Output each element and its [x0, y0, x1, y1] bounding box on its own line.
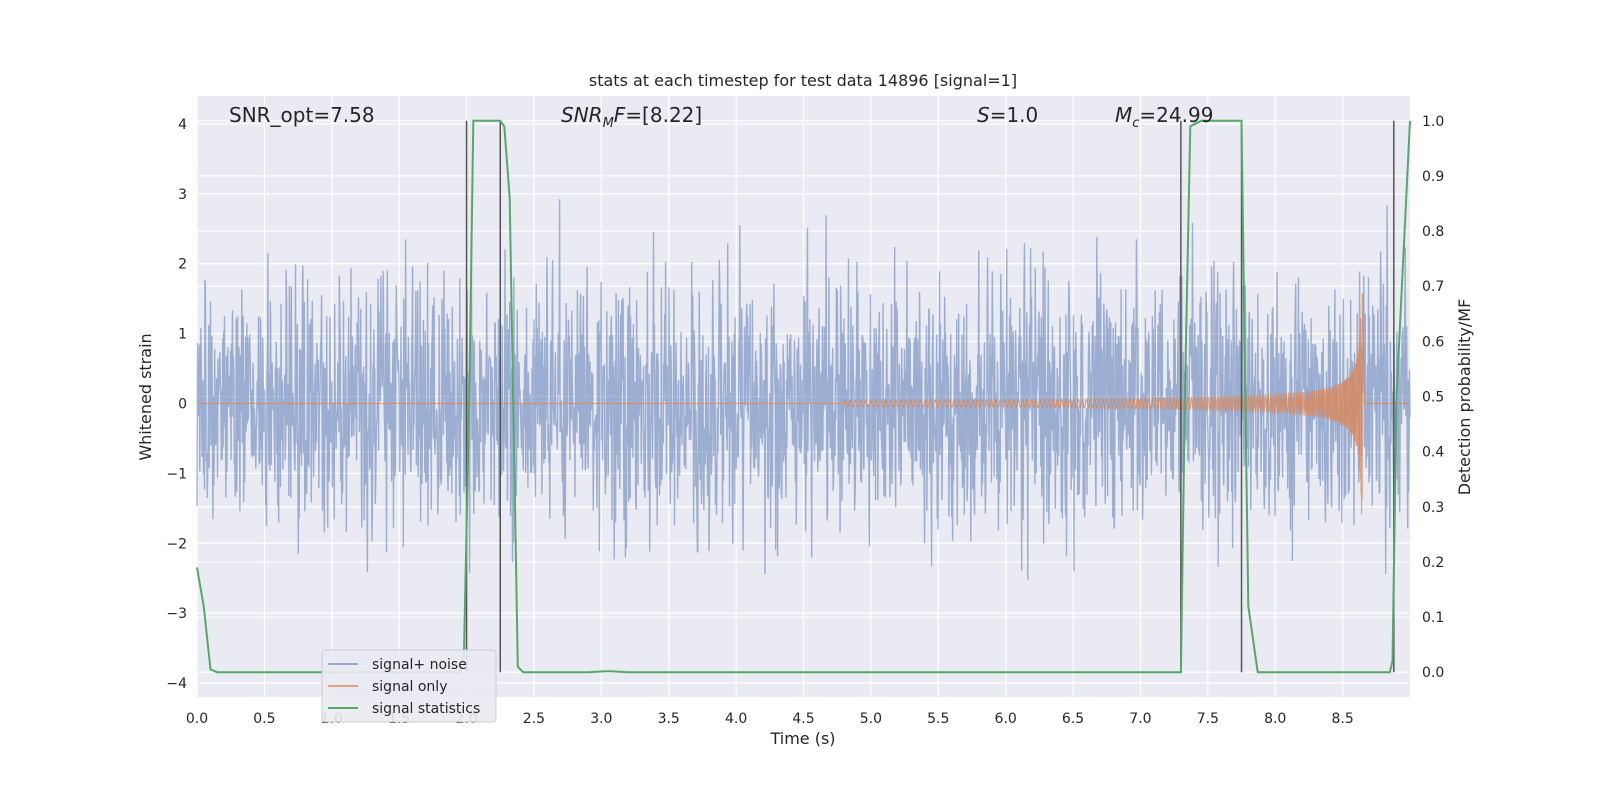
x-tick-label: 0.5	[253, 711, 275, 727]
signal-only-series	[197, 293, 1410, 515]
x-tick-label: 4.5	[792, 711, 814, 727]
y-axis-label: Whitened strain	[136, 333, 155, 460]
x-tick-label: 6.5	[1062, 711, 1084, 727]
y-tick-label: 4	[178, 117, 187, 133]
x-tick-label: 7.5	[1197, 711, 1219, 727]
legend-label-statistics: signal statistics	[372, 701, 480, 717]
annotation-snr-opt: SNR_opt=7.58	[229, 103, 375, 127]
y-tick-label: −2	[166, 536, 187, 552]
signal-noise-line	[196, 199, 1411, 580]
x-tick-label: 2.5	[523, 711, 545, 727]
annotation-mc: Mc=24.99	[1115, 103, 1213, 131]
right-tick-label: 0.1	[1422, 610, 1444, 626]
y-tick-label: −3	[166, 606, 187, 622]
x-tick-label: 0.0	[186, 711, 208, 727]
right-tick-label: 0.7	[1422, 279, 1444, 295]
right-tick-label: 0.9	[1422, 169, 1444, 185]
y-tick-label: −4	[166, 676, 187, 692]
x-tick-label: 4.0	[725, 711, 747, 727]
legend-label-signal: signal only	[372, 679, 447, 695]
chart-title: stats at each timestep for test data 148…	[589, 71, 1017, 90]
y-tick-label: −1	[166, 466, 187, 482]
right-tick-label: 0.8	[1422, 224, 1444, 240]
right-tick-label: 0.6	[1422, 334, 1444, 350]
right-tick-label: 0.0	[1422, 665, 1444, 681]
legend-box	[321, 649, 497, 723]
x-tick-label: 3.5	[658, 711, 680, 727]
annotation-s: S=1.0	[977, 103, 1038, 127]
x-tick-label: 6.0	[995, 711, 1017, 727]
y-tick-label: 0	[178, 396, 187, 412]
x-tick-label: 5.5	[927, 711, 949, 727]
y-tick-label: 1	[178, 327, 187, 343]
annotation-snr-mf: SNRMF=[8.22]	[561, 103, 702, 131]
y-tick-label: 3	[178, 187, 187, 203]
right-tick-label: 0.4	[1422, 445, 1444, 461]
y-tick-label: 2	[178, 257, 187, 273]
x-axis-label: Time (s)	[769, 729, 835, 748]
y-axis-ticks: −4 −3 −2 −1 0 1 2 3 4	[166, 117, 187, 692]
right-tick-label: 1.0	[1422, 114, 1444, 130]
legend-label-noise: signal+ noise	[372, 657, 467, 673]
right-tick-label: 0.3	[1422, 500, 1444, 516]
right-tick-label: 0.5	[1422, 390, 1444, 406]
signal-noise-series	[196, 199, 1411, 580]
legend: signal+ noise signal only signal statist…	[321, 649, 497, 723]
x-tick-label: 5.0	[860, 711, 882, 727]
x-tick-label: 8.0	[1264, 711, 1286, 727]
right-axis-label: Detection probability/MF	[1455, 299, 1474, 496]
x-tick-label: 3.0	[590, 711, 612, 727]
x-tick-label: 8.5	[1331, 711, 1353, 727]
signal-only-line	[197, 293, 1410, 515]
right-tick-label: 0.2	[1422, 555, 1444, 571]
right-axis-ticks: 0.0 0.1 0.2 0.3 0.4 0.5 0.6 0.7 0.8 0.9 1.0	[1422, 114, 1444, 681]
x-tick-label: 7.0	[1129, 711, 1151, 727]
